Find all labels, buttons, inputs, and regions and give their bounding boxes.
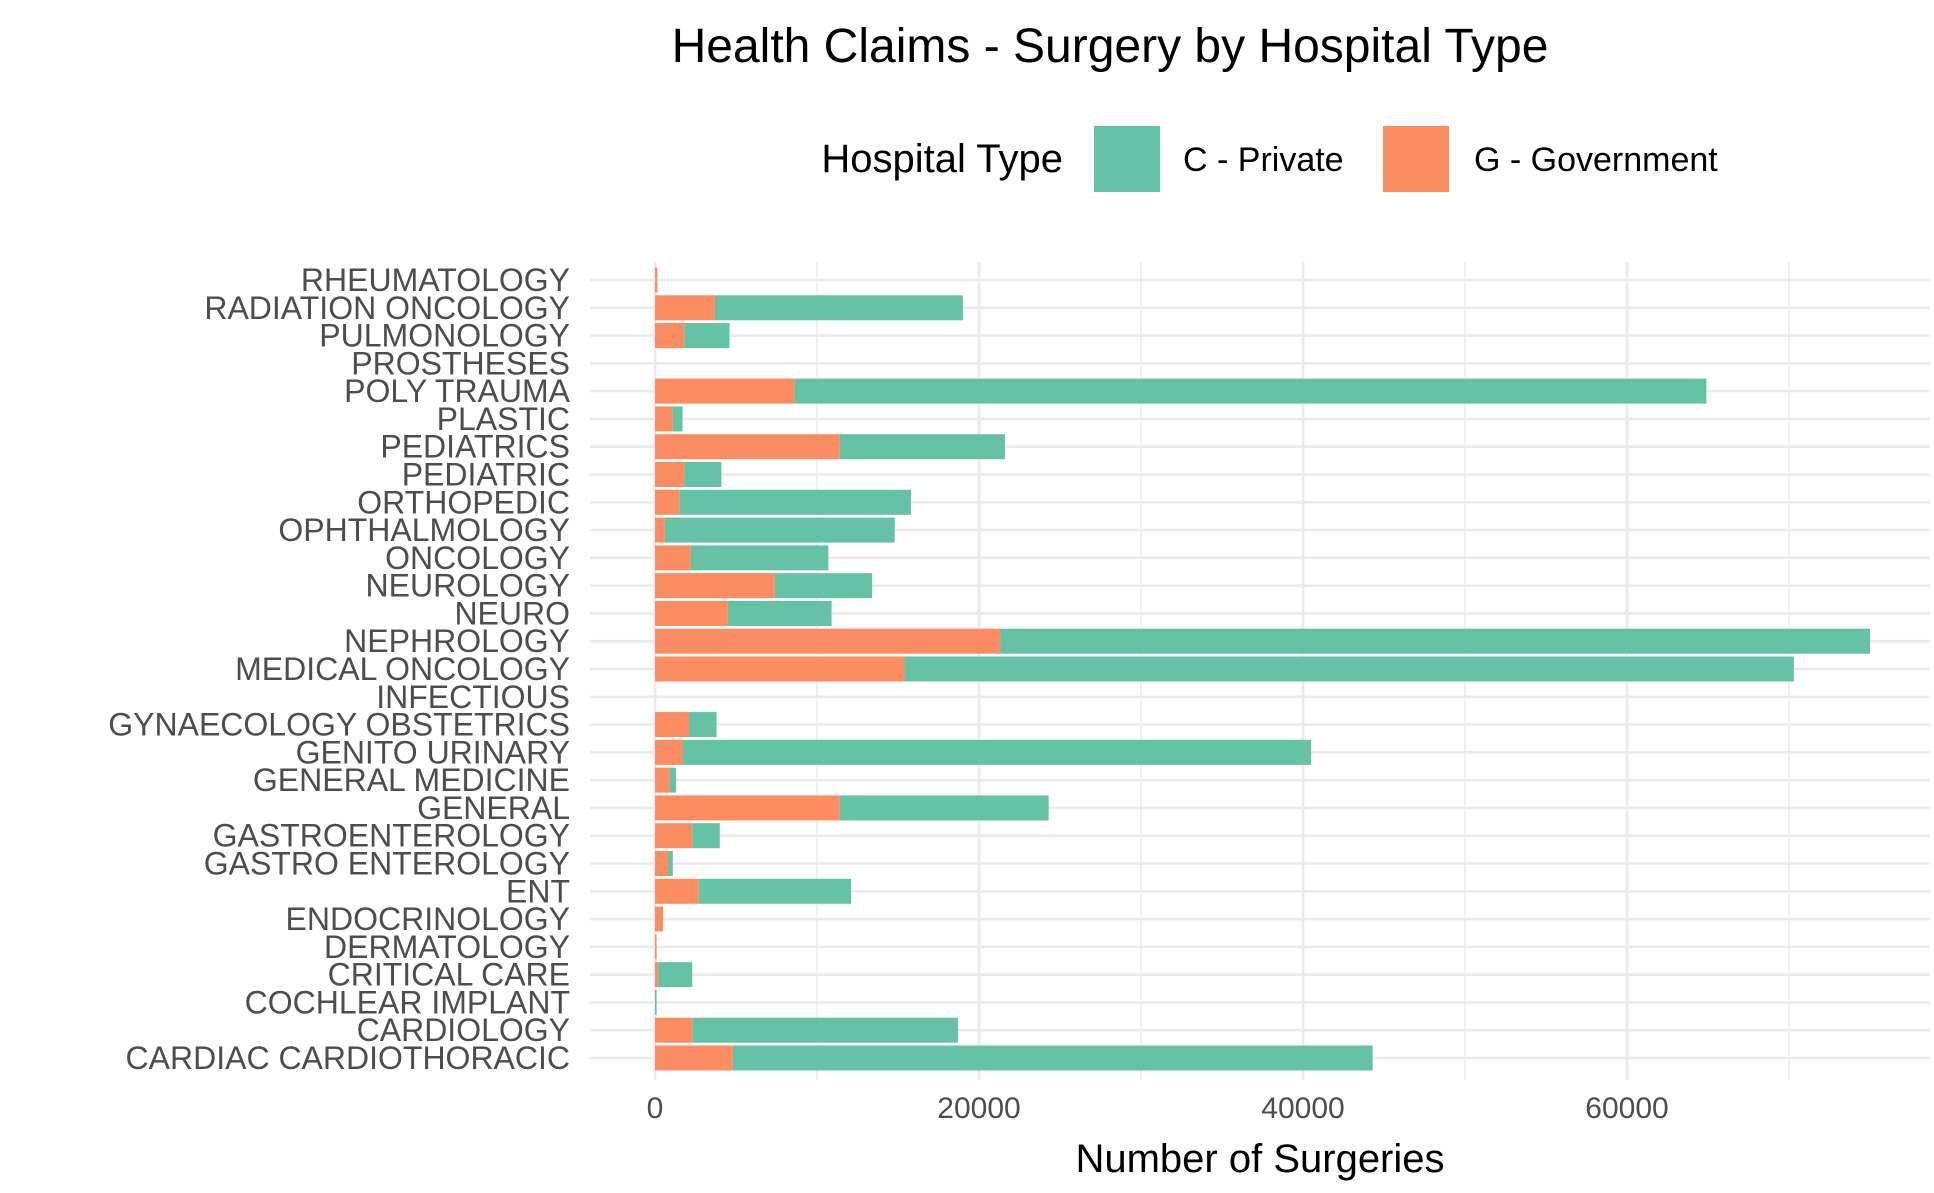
chart-title: Health Claims - Surgery by Hospital Type: [672, 20, 1549, 73]
bar-government: [655, 628, 1001, 654]
category-label: INFECTIOUS: [376, 679, 570, 715]
category-label: GENITO URINARY: [296, 734, 570, 770]
value-axis-labels: 0 20000 40000 60000: [647, 1092, 1669, 1125]
legend-swatch-private: [1094, 126, 1160, 192]
bar-private: [794, 378, 1707, 404]
category-label: PEDIATRICS: [380, 429, 570, 465]
category-label: MEDICAL ONCOLOGY: [235, 651, 570, 687]
bar-government: [655, 489, 680, 515]
category-label: GENERAL MEDICINE: [253, 762, 570, 798]
category-label: GYNAECOLOGY OBSTETRICS: [108, 707, 570, 743]
bar-government: [655, 850, 668, 877]
legend: Hospital Type C - Private G - Government: [821, 126, 1718, 192]
category-label: NEURO: [454, 595, 570, 631]
bar-government: [655, 434, 840, 460]
x-tick-label: 60000: [1585, 1092, 1668, 1125]
category-label: DERMATOLOGY: [324, 929, 570, 965]
bar-government: [655, 267, 658, 293]
bar-private: [682, 739, 1312, 765]
bar-private: [684, 461, 722, 488]
category-label: NEUROLOGY: [366, 568, 570, 604]
category-label: RHEUMATOLOGY: [301, 262, 570, 298]
bar-government: [655, 878, 699, 904]
bar-private: [669, 767, 677, 793]
category-label: CARDIOLOGY: [357, 1012, 570, 1048]
legend-swatch-government: [1383, 126, 1449, 192]
bar-government: [655, 823, 693, 849]
bar-private: [839, 795, 1049, 821]
bar-government: [655, 573, 775, 599]
bar-private: [904, 656, 1794, 682]
bar-government: [655, 767, 670, 793]
bar-private: [658, 962, 693, 988]
category-label: PROSTHESES: [351, 345, 570, 381]
bar-government: [655, 712, 690, 738]
category-label: COCHLEAR IMPLANT: [245, 984, 570, 1020]
category-label: OPHTHALMOLOGY: [278, 512, 570, 548]
category-label: GASTROENTEROLOGY: [213, 818, 570, 854]
category-label: NEPHROLOGY: [344, 623, 570, 659]
bar-government: [655, 739, 683, 765]
bar-private: [839, 434, 1005, 460]
bar-government: [655, 934, 657, 960]
category-label: POLY TRAUMA: [344, 373, 571, 409]
category-label: ORTHOPEDIC: [357, 484, 570, 520]
category-label: ENT: [506, 873, 570, 909]
bar-private: [692, 823, 720, 849]
bars: [655, 267, 1870, 1071]
bar-government: [655, 906, 664, 932]
bar-government: [655, 295, 715, 321]
category-label: PLASTIC: [437, 401, 570, 437]
category-label: ONCOLOGY: [385, 540, 570, 576]
bar-government: [655, 962, 659, 988]
legend-label-government: G - Government: [1474, 141, 1718, 179]
bar-private: [655, 989, 657, 1015]
bar-private: [672, 406, 683, 432]
bar-government: [655, 1017, 693, 1043]
bar-government: [655, 323, 685, 349]
bar-government: [655, 600, 728, 626]
category-label: PEDIATRIC: [402, 457, 570, 493]
x-tick-label: 20000: [937, 1092, 1020, 1125]
bar-government: [655, 795, 840, 821]
bar-private: [690, 545, 829, 571]
bar-private: [1000, 628, 1870, 654]
bar-private: [698, 878, 852, 904]
bar-government: [655, 1045, 733, 1071]
bar-government: [655, 656, 905, 682]
x-tick-label: 0: [647, 1092, 664, 1125]
bar-government: [655, 461, 685, 488]
category-label: ENDOCRINOLOGY: [286, 901, 570, 937]
bar-government: [655, 378, 795, 404]
bar-private: [774, 573, 873, 599]
bar-government: [655, 406, 673, 432]
bar-private: [684, 323, 730, 349]
bar-private: [714, 295, 963, 321]
category-label: CRITICAL CARE: [328, 957, 570, 993]
x-axis-title: Number of Surgeries: [1075, 1137, 1444, 1181]
bar-private: [679, 489, 911, 515]
bar-private: [667, 850, 673, 877]
category-label: RADIATION ONCOLOGY: [204, 290, 570, 326]
bar-government: [655, 545, 691, 571]
bar-private: [664, 517, 895, 543]
bar-government: [655, 517, 665, 543]
legend-title: Hospital Type: [821, 137, 1063, 181]
legend-label-private: C - Private: [1183, 141, 1344, 179]
category-label: CARDIAC CARDIOTHORACIC: [126, 1040, 570, 1076]
category-label: PULMONOLOGY: [319, 318, 570, 354]
x-tick-label: 40000: [1261, 1092, 1344, 1125]
category-axis-labels: CARDIAC CARDIOTHORACICCARDIOLOGYCOCHLEAR…: [108, 262, 570, 1076]
category-label: GENERAL: [417, 790, 570, 826]
bar-private: [689, 712, 717, 738]
bar-private: [732, 1045, 1373, 1071]
category-label: GASTRO ENTEROLOGY: [204, 846, 570, 882]
bar-private: [727, 600, 832, 626]
bar-private: [692, 1017, 958, 1043]
